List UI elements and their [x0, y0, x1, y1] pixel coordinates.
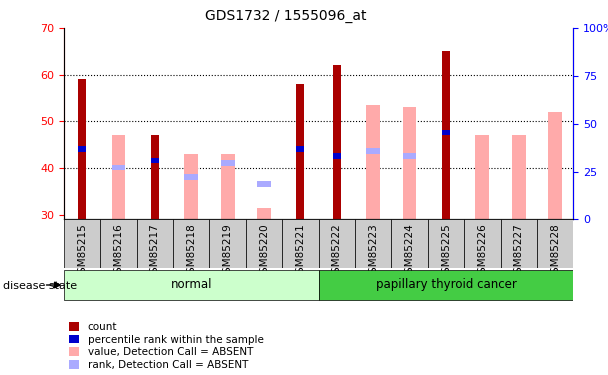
Bar — [402, 107, 416, 219]
Bar — [548, 225, 562, 231]
Bar — [333, 66, 341, 219]
Bar — [355, 219, 392, 268]
Bar — [64, 219, 100, 268]
Bar — [537, 219, 573, 268]
Text: GSM85225: GSM85225 — [441, 223, 451, 280]
Bar — [257, 181, 271, 187]
Bar — [209, 219, 246, 268]
Text: GSM85220: GSM85220 — [259, 223, 269, 280]
Text: GSM85224: GSM85224 — [404, 223, 415, 280]
Text: GSM85223: GSM85223 — [368, 223, 378, 280]
Text: GSM85222: GSM85222 — [332, 223, 342, 280]
Bar — [319, 270, 573, 300]
Text: GDS1732 / 1555096_at: GDS1732 / 1555096_at — [205, 9, 367, 23]
Text: GSM85227: GSM85227 — [514, 223, 523, 280]
Bar — [296, 84, 305, 219]
Text: normal: normal — [170, 278, 212, 291]
Bar — [282, 219, 319, 268]
Bar — [78, 80, 86, 219]
Bar — [296, 146, 305, 152]
Text: papillary thyroid cancer: papillary thyroid cancer — [376, 278, 516, 291]
Text: GSM85226: GSM85226 — [477, 223, 488, 280]
Text: GSM85218: GSM85218 — [186, 223, 196, 280]
Text: GSM85219: GSM85219 — [223, 223, 233, 280]
Bar — [442, 51, 450, 219]
Bar — [246, 219, 282, 268]
Bar — [512, 223, 526, 229]
Bar — [402, 153, 416, 159]
Bar — [319, 219, 355, 268]
Legend: count, percentile rank within the sample, value, Detection Call = ABSENT, rank, : count, percentile rank within the sample… — [69, 322, 264, 370]
Bar — [548, 112, 562, 219]
Text: GSM85215: GSM85215 — [77, 223, 87, 280]
Bar — [184, 154, 198, 219]
Bar — [78, 146, 86, 152]
Bar — [366, 105, 380, 219]
Bar — [442, 130, 450, 135]
Bar — [184, 174, 198, 180]
Bar — [392, 219, 428, 268]
Bar — [137, 219, 173, 268]
Bar — [111, 135, 125, 219]
Text: GSM85216: GSM85216 — [114, 223, 123, 280]
Bar — [333, 153, 341, 159]
Bar — [512, 135, 526, 219]
Bar — [257, 208, 271, 219]
Text: disease state: disease state — [3, 281, 77, 291]
Bar — [100, 219, 137, 268]
Bar — [151, 158, 159, 164]
Text: GSM85217: GSM85217 — [150, 223, 160, 280]
Bar — [366, 148, 380, 154]
Bar — [151, 135, 159, 219]
Text: GSM85228: GSM85228 — [550, 223, 560, 280]
Text: GSM85221: GSM85221 — [295, 223, 305, 280]
Bar — [428, 219, 464, 268]
Bar — [464, 219, 500, 268]
Bar — [221, 160, 235, 166]
Bar — [475, 135, 489, 219]
Bar — [221, 154, 235, 219]
Bar — [500, 219, 537, 268]
Bar — [173, 219, 209, 268]
Bar — [111, 165, 125, 170]
Bar — [64, 270, 319, 300]
